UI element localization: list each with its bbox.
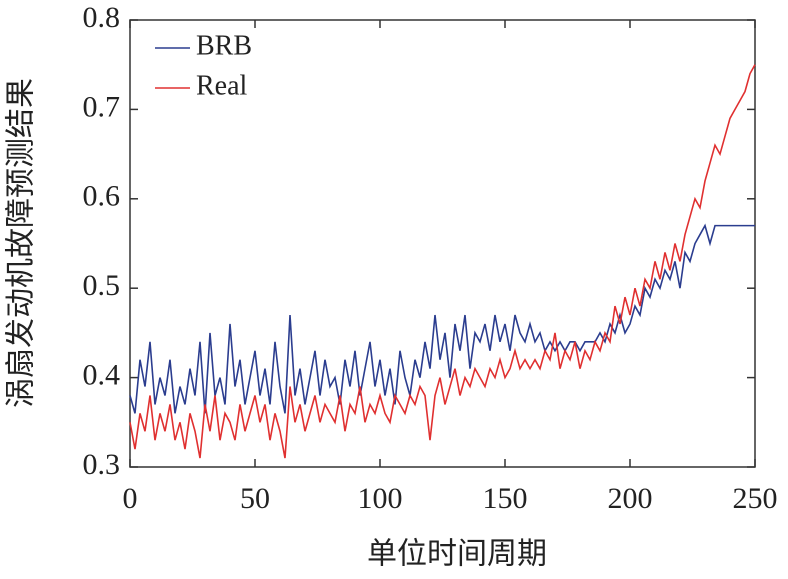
x-tick-label: 50 (240, 482, 270, 515)
y-tick-label: 0.6 (83, 180, 121, 213)
legend-label: BRB (196, 30, 252, 61)
x-axis-label: 单位时间周期 (367, 537, 547, 572)
line-series (129, 64, 756, 459)
y-tick-label: 0.3 (83, 448, 121, 481)
legend-label: Real (196, 70, 248, 101)
y-tick-label: 0.8 (83, 1, 121, 34)
x-tick-label: 100 (358, 482, 403, 515)
y-axis-label: 涡扇发动机故障预测结果 (4, 78, 39, 408)
y-tick-label: 0.7 (83, 90, 121, 123)
x-tick-label: 250 (733, 482, 778, 515)
x-tick-label: 200 (608, 482, 653, 515)
x-tick-label: 0 (123, 482, 138, 515)
x-tick-label: 150 (483, 482, 528, 515)
y-tick-label: 0.5 (83, 269, 121, 302)
line-series (129, 223, 755, 414)
y-tick-label: 0.4 (83, 358, 121, 391)
plot-frame (129, 19, 756, 468)
